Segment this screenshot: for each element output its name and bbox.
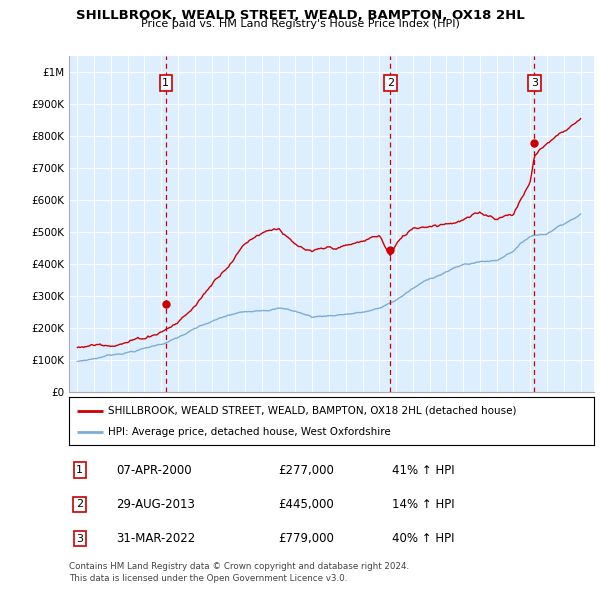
- Text: 31-MAR-2022: 31-MAR-2022: [116, 532, 195, 545]
- Text: Contains HM Land Registry data © Crown copyright and database right 2024.: Contains HM Land Registry data © Crown c…: [69, 562, 409, 571]
- Text: 14% ↑ HPI: 14% ↑ HPI: [392, 498, 454, 511]
- Text: 3: 3: [531, 78, 538, 88]
- Text: HPI: Average price, detached house, West Oxfordshire: HPI: Average price, detached house, West…: [109, 427, 391, 437]
- Text: 2: 2: [387, 78, 394, 88]
- Text: 1: 1: [76, 466, 83, 475]
- Text: This data is licensed under the Open Government Licence v3.0.: This data is licensed under the Open Gov…: [69, 573, 347, 583]
- Text: 1: 1: [162, 78, 169, 88]
- Text: 40% ↑ HPI: 40% ↑ HPI: [392, 532, 454, 545]
- Text: 07-APR-2000: 07-APR-2000: [116, 464, 191, 477]
- Text: 2: 2: [76, 500, 83, 509]
- Text: £277,000: £277,000: [278, 464, 334, 477]
- Text: 29-AUG-2013: 29-AUG-2013: [116, 498, 194, 511]
- Text: 3: 3: [76, 534, 83, 543]
- Text: £445,000: £445,000: [278, 498, 334, 511]
- Text: SHILLBROOK, WEALD STREET, WEALD, BAMPTON, OX18 2HL: SHILLBROOK, WEALD STREET, WEALD, BAMPTON…: [76, 9, 524, 22]
- Text: 41% ↑ HPI: 41% ↑ HPI: [392, 464, 454, 477]
- Text: £779,000: £779,000: [278, 532, 334, 545]
- Text: SHILLBROOK, WEALD STREET, WEALD, BAMPTON, OX18 2HL (detached house): SHILLBROOK, WEALD STREET, WEALD, BAMPTON…: [109, 405, 517, 415]
- Text: Price paid vs. HM Land Registry's House Price Index (HPI): Price paid vs. HM Land Registry's House …: [140, 19, 460, 30]
